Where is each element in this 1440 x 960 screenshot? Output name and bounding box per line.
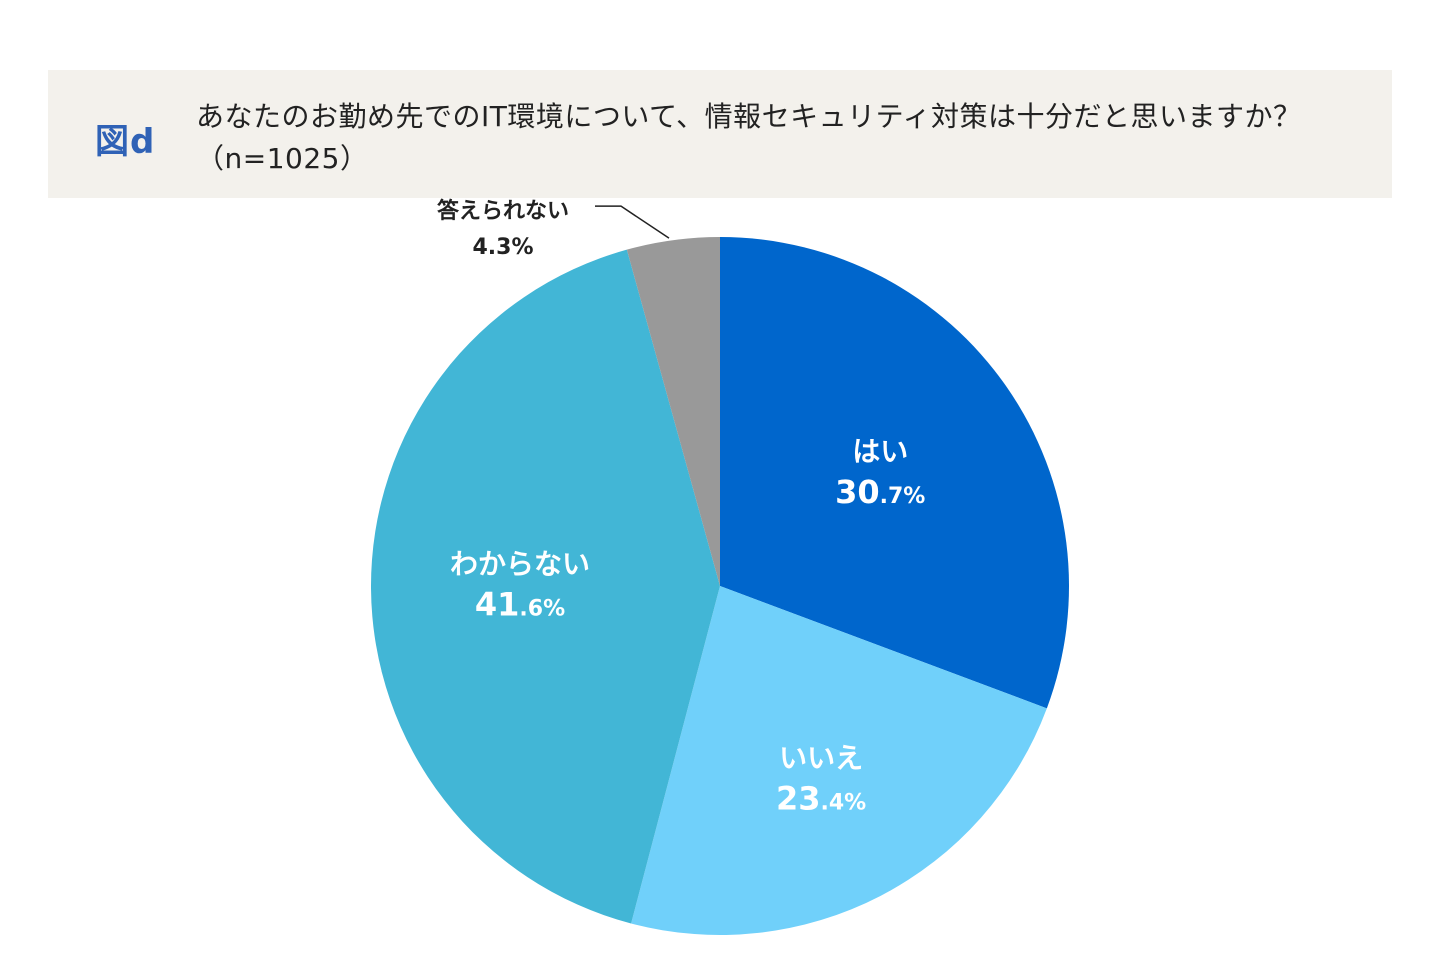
data-label-yes-name: はい: [852, 435, 908, 468]
data-label-dont-know-value: 41.6%: [475, 585, 565, 623]
leader-line-cannot-answer: [594, 205, 670, 239]
data-label-yes-value: 30.7%: [835, 473, 925, 511]
slice-dont-know: [370, 249, 720, 924]
figure-label: 図d: [95, 122, 156, 162]
data-label-cannot-answer-value: 4.3%: [472, 235, 533, 260]
slice-cannot-answer: [626, 237, 720, 586]
slice-no: [631, 586, 1047, 935]
pie-slices: [370, 237, 1070, 935]
pie-labels: はい 30.7% いいえ 23.4% わからない 41.6% 答えられない 4.3%: [437, 198, 925, 817]
data-label-no-value: 23.4%: [776, 779, 866, 817]
data-label-dont-know-name: わからない: [450, 547, 590, 580]
title-banner: [48, 70, 1392, 198]
data-label-cannot-answer-name: 答えられない: [437, 198, 569, 224]
chart-title: あなたのお勤め先でのIT環境について、情報セキュリティ対策は十分だと思いますか？…: [196, 100, 1302, 175]
slice-yes: [720, 237, 1070, 709]
data-label-no-name: いいえ: [779, 741, 863, 774]
